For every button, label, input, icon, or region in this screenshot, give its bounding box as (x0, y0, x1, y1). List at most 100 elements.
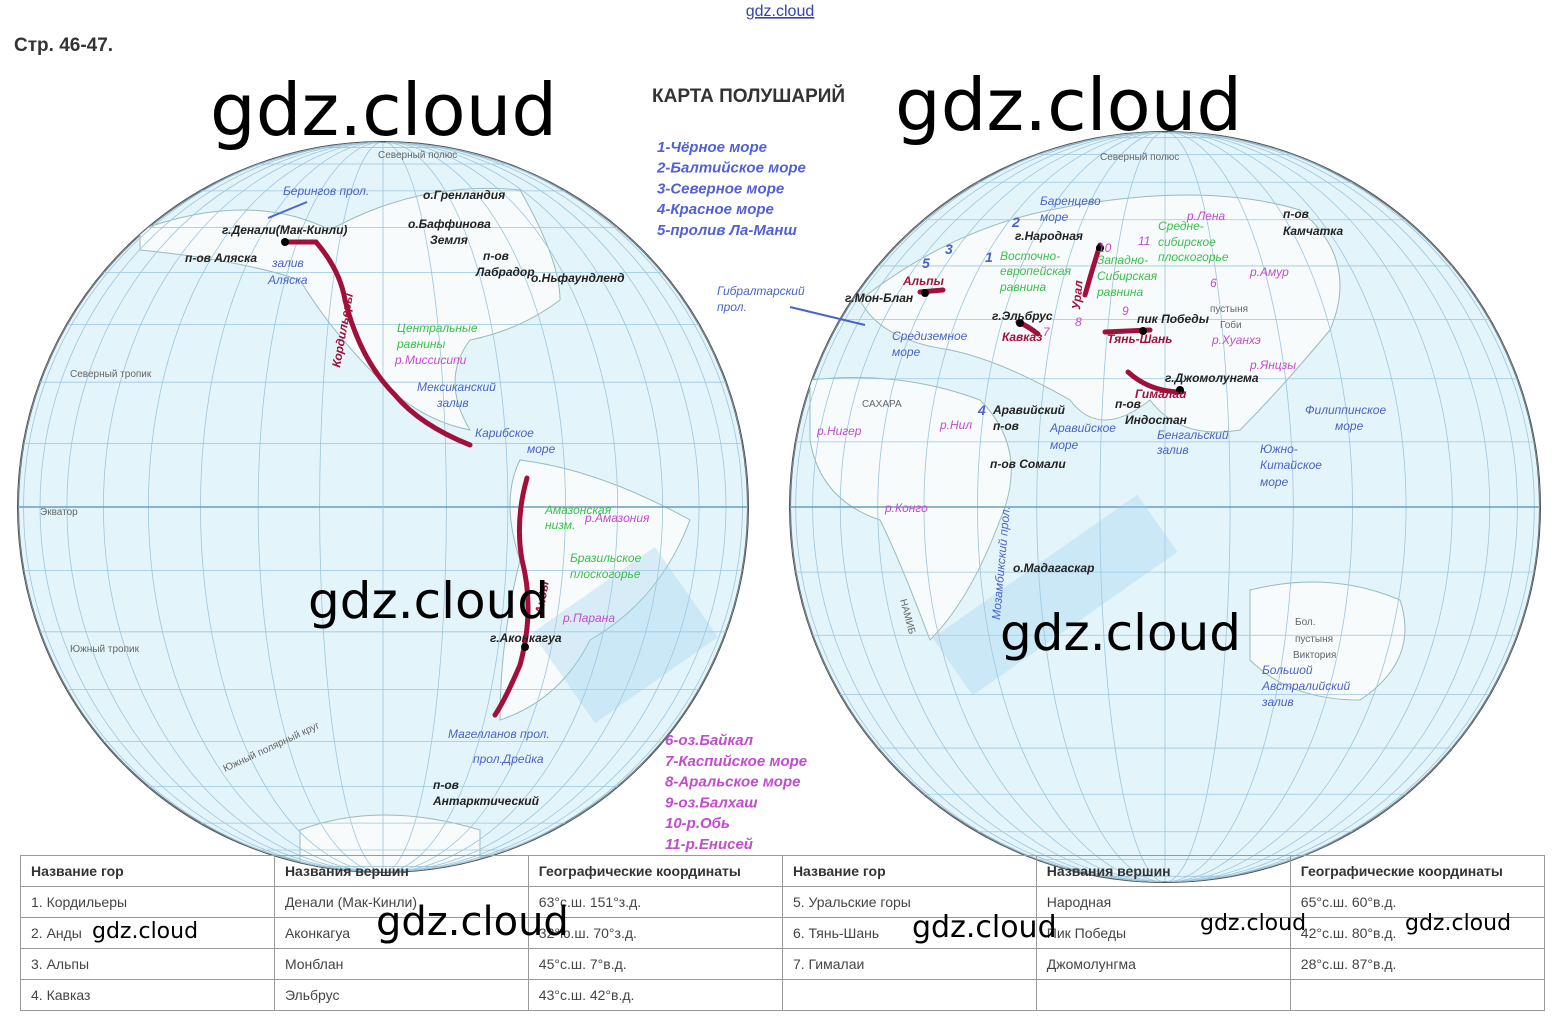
ocean-zone (932, 494, 1178, 696)
map-label: Большой (1262, 663, 1313, 677)
map-label: 10 (1098, 241, 1112, 255)
map-label: залив (436, 396, 469, 410)
map-label: п-ов (993, 419, 1019, 433)
map-label: Бенгальский (1157, 428, 1229, 442)
map-label: 9 (1122, 304, 1129, 318)
legend-item: 10-р.Обь (665, 815, 730, 832)
map-label: залив (1156, 443, 1189, 457)
map-label: р.Нил (939, 418, 972, 432)
map-label: р.Амур (1249, 265, 1289, 279)
map-label: море (1335, 419, 1364, 433)
map-label: плоскогорье (1158, 250, 1229, 264)
map-label: САХАРА (862, 399, 902, 410)
map-label: п-ов (433, 778, 459, 792)
table-cell: Пик Победы (1035, 917, 1291, 949)
column-header: Географические координаты (527, 855, 783, 887)
map-label: залив (271, 256, 304, 270)
legend-item: 9-оз.Балхаш (665, 794, 758, 811)
map-label: равнина (999, 280, 1046, 294)
legend-item: 1-Чёрное море (657, 139, 767, 156)
map-label: море (1050, 438, 1079, 452)
table-row: 1. Кордильеры Денали (Мак-Кинли) 63°с.ш. 1… (20, 886, 1546, 918)
map-label: море (892, 345, 921, 359)
map-label: Гималаи (1135, 387, 1187, 401)
map-label: Бразильское (570, 551, 642, 565)
map-label: о.Гренландия (423, 188, 505, 202)
table-cell: 6. Тянь-Шань (781, 917, 1037, 949)
map-label: г.Денали(Мак-Кинли) (222, 223, 347, 237)
map-label: Аравийское (1049, 421, 1116, 435)
pointer (267, 201, 308, 219)
map-label: р.Нигер (816, 424, 862, 438)
map-label: 5 (922, 255, 930, 271)
map-label: 2 (1011, 214, 1020, 230)
map-label: пустыня (1295, 634, 1333, 645)
map-label: Аляска (267, 273, 308, 287)
table-cell: 63°с.ш. 151°з.д. (527, 886, 783, 918)
peak-dots (281, 238, 1184, 651)
map-label: прол. (717, 300, 747, 314)
table-cell: Народная (1035, 886, 1291, 918)
map-label: Анды (532, 579, 552, 616)
map-label: Средиземное (892, 329, 968, 343)
table-cell: 45°с.ш. 7°в.д. (527, 948, 783, 980)
map-label: Мексиканский (417, 380, 496, 394)
column-header: Название гор (20, 855, 275, 887)
map-label: р.Янцзы (1249, 358, 1296, 372)
pointer (789, 306, 866, 326)
map-label: Китайское (1260, 458, 1322, 472)
table-cell: 1. Кордильеры (20, 886, 275, 918)
table-cell: 7. Гималаи (781, 948, 1037, 980)
map-label: Камчатка (1283, 224, 1343, 238)
map-label: р.Конго (884, 501, 928, 515)
map-label: Средне- (1158, 219, 1204, 233)
map-label: Антарктический (432, 794, 540, 808)
table-cell: Денали (Мак-Кинли) (273, 886, 529, 918)
map-label: р.Амазония (584, 511, 650, 525)
map-label: 3 (945, 241, 953, 257)
ocean-zone (532, 546, 718, 724)
map-label: Северный полюс (378, 150, 457, 161)
table-cell: 65°с.ш. 60°в.д. (1289, 886, 1546, 918)
column-header: Географические координаты (1289, 855, 1546, 887)
table-cell: 42°с.ш. 80°в.д. (1289, 917, 1546, 949)
map-label: о.Ньфаундленд (531, 271, 625, 285)
map-label: Сибирская (1097, 269, 1158, 283)
map-label: Гибралтарский (717, 284, 805, 298)
map-label: р.Лена (1186, 209, 1226, 223)
map-label: 7 (1043, 325, 1051, 339)
map-label: Баренцево (1040, 194, 1101, 208)
table-cell: Аконкагуа (273, 917, 529, 949)
legend-item: 7-Каспийское море (665, 753, 807, 770)
map-label: Бол. (1295, 617, 1316, 628)
map-label: п-ов (483, 249, 509, 263)
map-label: 11 (1138, 234, 1150, 248)
map-label: п-ов Аляска (185, 251, 257, 265)
map-label: г.Народная (1015, 229, 1083, 243)
table-row: 2. Анды Аконкагуа 32°ю.ш. 70°з.д. 6. Тянь-Ш… (20, 917, 1546, 949)
legend-item: 4-Красное море (656, 201, 774, 218)
map-label: море (527, 442, 556, 456)
column-header: Названия вершин (1035, 855, 1291, 887)
table-cell: Монблан (273, 948, 529, 980)
map-label: 6 (1210, 276, 1217, 290)
legend-item: 2-Балтийское море (656, 160, 806, 177)
map-label: г.Джомолунгма (1165, 371, 1259, 385)
table-row: 3. Альпы Монблан 45°с.ш. 7°в.д. 7. Гималаи Д… (20, 948, 1546, 980)
empty-cell (781, 979, 1037, 1011)
map-label: залив (1261, 695, 1294, 709)
table-cell: 32°ю.ш. 70°з.д. (527, 917, 783, 949)
map-label: Северный полюс (1100, 152, 1179, 163)
map-label: о.Баффинова (408, 217, 491, 231)
map-label: низм. (545, 518, 575, 532)
column-header: Название гор (781, 855, 1037, 887)
map-label: Филиппинское (1305, 403, 1386, 417)
map-label: Центральные (397, 321, 478, 335)
map-label: Аравийский (992, 403, 1066, 417)
table-cell: 43°с.ш. 42°в.д. (527, 979, 783, 1011)
table-cell: 3. Альпы (20, 948, 275, 980)
map-label: Карибское (475, 426, 534, 440)
map-label: Южный тропик (70, 644, 140, 655)
map-label: Тянь-Шань (1107, 332, 1172, 346)
eastern-land (809, 194, 1406, 701)
